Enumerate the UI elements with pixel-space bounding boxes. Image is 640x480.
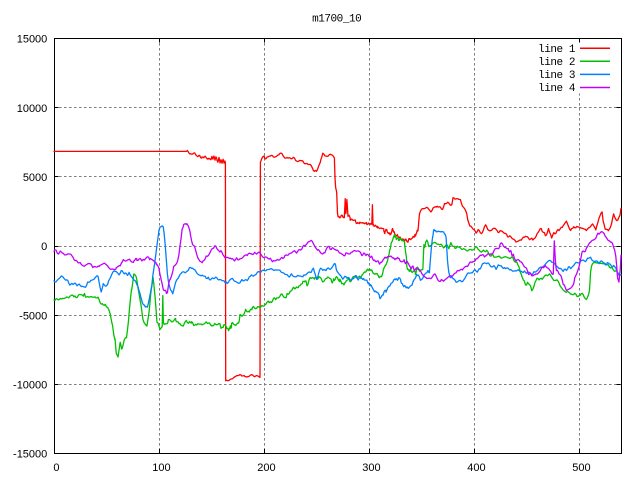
svg-text:0: 0 — [41, 241, 47, 253]
svg-text:line 4: line 4 — [538, 83, 576, 95]
svg-text:line 3: line 3 — [538, 70, 575, 82]
svg-text:200: 200 — [257, 462, 275, 474]
svg-text:-5000: -5000 — [19, 310, 47, 322]
svg-text:10000: 10000 — [17, 103, 48, 115]
svg-text:m1700_10: m1700_10 — [312, 14, 361, 26]
svg-text:15000: 15000 — [17, 34, 48, 46]
svg-text:-10000: -10000 — [13, 379, 47, 391]
svg-text:5000: 5000 — [23, 172, 47, 184]
svg-text:-15000: -15000 — [13, 449, 47, 461]
svg-text:line 2: line 2 — [538, 57, 575, 69]
svg-text:300: 300 — [362, 462, 380, 474]
svg-text:100: 100 — [152, 462, 170, 474]
svg-text:500: 500 — [572, 462, 590, 474]
svg-text:0: 0 — [53, 462, 59, 474]
svg-text:400: 400 — [467, 462, 485, 474]
svg-text:line 1: line 1 — [538, 44, 576, 56]
